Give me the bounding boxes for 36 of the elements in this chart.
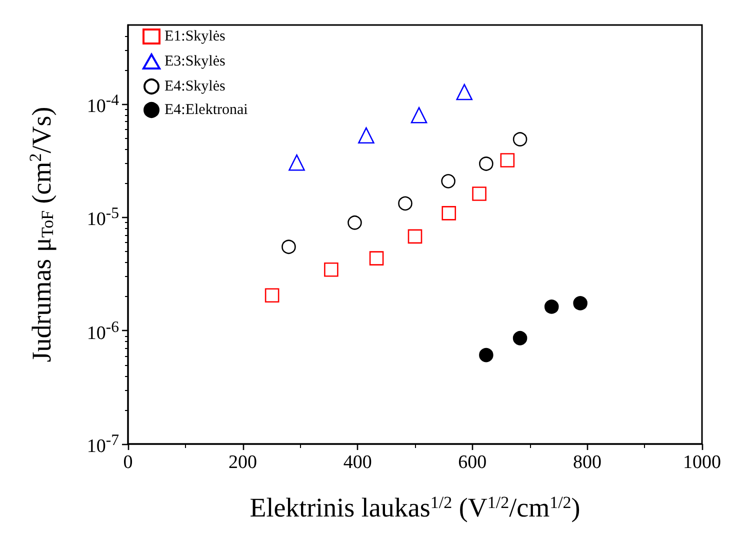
x-tick-label: 800 (572, 452, 602, 474)
point (324, 262, 338, 277)
y-tick-label: 10$^{-7}$ (86, 430, 119, 458)
point (442, 206, 456, 220)
point (288, 154, 305, 171)
y-tick-label: 10$^{-6}$ (86, 318, 119, 345)
point (358, 127, 374, 144)
y-tick-label: 10$^{-4}$ (86, 91, 119, 118)
legend-label: E4:Skylės (164, 78, 226, 94)
point (456, 84, 473, 100)
point (408, 229, 422, 244)
point (512, 331, 528, 346)
y-tick-label: 10$^{-5}$ (86, 204, 119, 232)
point (573, 296, 588, 310)
point (348, 215, 362, 230)
legend-label: E3:Skylės (164, 54, 226, 70)
x-tick-label: 1000 (683, 452, 721, 474)
point (410, 107, 428, 124)
x-tick-label: 0 (123, 452, 133, 474)
point (500, 153, 515, 168)
point (544, 300, 559, 314)
point (369, 251, 384, 266)
x-tick-label: 200 (228, 452, 258, 474)
point (441, 174, 456, 188)
x-tick-label: 400 (343, 452, 372, 474)
point (398, 196, 412, 211)
point (264, 288, 280, 303)
legend-label: E1:Skylės (164, 28, 226, 44)
point (282, 240, 296, 254)
point (479, 156, 494, 171)
y-axis-title: Judrumas μToF (cm2/Vs) (26, 106, 57, 362)
x-tick-label: 600 (458, 452, 487, 474)
point (512, 132, 528, 146)
legend-label: E4:Elektronai (164, 102, 248, 118)
point (472, 186, 486, 201)
point (479, 348, 494, 362)
